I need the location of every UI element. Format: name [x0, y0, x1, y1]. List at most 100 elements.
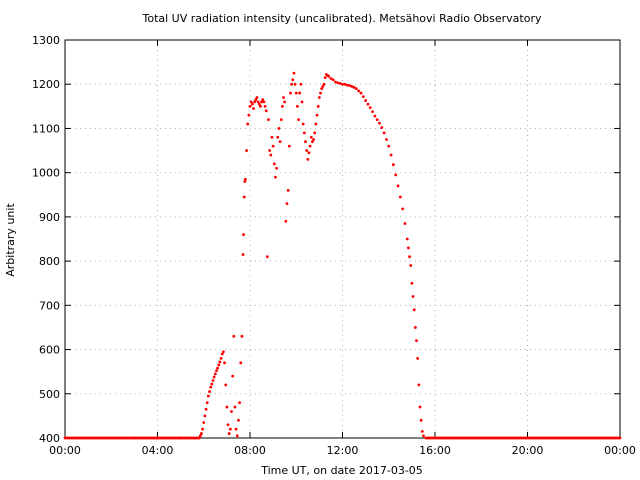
x-tick-label: 08:00: [234, 444, 266, 457]
y-tick-label: 1300: [32, 34, 60, 47]
data-point: [418, 405, 422, 409]
data-point: [215, 369, 218, 373]
data-point: [268, 149, 272, 152]
data-point: [249, 100, 253, 104]
data-point: [415, 339, 418, 343]
y-axis-ticks: 400 500 600 700 800 900 1000 1100 1200 1300: [32, 34, 620, 445]
data-point: [259, 104, 262, 108]
data-point: [292, 71, 296, 75]
data-point: [352, 85, 356, 89]
data-point: [306, 158, 310, 161]
data-point: [387, 144, 391, 148]
data-point: [208, 390, 211, 393]
data-point: [223, 361, 226, 365]
data-point: [345, 83, 349, 87]
data-point: [389, 153, 393, 157]
data-point: [289, 91, 292, 95]
data-point: [320, 87, 324, 91]
data-point: [261, 98, 265, 102]
data-point: [226, 423, 230, 427]
data-point: [219, 357, 223, 360]
data-point: [277, 127, 281, 130]
data-point: [243, 180, 247, 183]
y-tick-label: 1100: [32, 122, 60, 135]
data-point: [302, 131, 306, 135]
data-point: [420, 429, 424, 433]
y-tick-label: 500: [39, 388, 60, 401]
data-point: [206, 394, 210, 398]
data-point: [239, 361, 243, 365]
data-point: [354, 87, 358, 91]
data-point: [385, 138, 388, 141]
data-point: [313, 131, 317, 135]
data-point: [241, 253, 245, 256]
data-point: [304, 140, 307, 144]
data-point: [243, 177, 247, 181]
x-tick-label: 00:00: [49, 444, 81, 457]
data-point: [391, 163, 395, 167]
data-point: [350, 85, 354, 88]
data-point: [233, 405, 237, 409]
data-point: [378, 121, 381, 125]
data-point: [405, 237, 409, 241]
data-point: [213, 372, 217, 376]
data-point: [264, 109, 268, 113]
data-point: [294, 91, 298, 95]
data-point: [247, 113, 251, 117]
data-point: [256, 100, 260, 104]
data-point: [373, 114, 377, 118]
data-point: [240, 334, 244, 338]
data-point: [307, 151, 311, 155]
x-tick-label: 12:00: [327, 444, 359, 457]
data-point: [285, 202, 289, 206]
data-point: [218, 360, 222, 364]
data-point: [380, 126, 384, 129]
data-point: [315, 113, 319, 117]
data-point: [210, 382, 214, 386]
data-point: [225, 405, 229, 409]
data-points: [63, 71, 622, 440]
data-point: [368, 106, 372, 110]
data-point: [211, 379, 215, 382]
data-point: [375, 118, 379, 121]
y-tick-label: 1000: [32, 167, 60, 180]
data-point: [312, 138, 315, 141]
data-point: [203, 414, 207, 418]
data-point: [282, 96, 285, 99]
data-point: [238, 401, 241, 405]
data-point: [348, 84, 351, 87]
data-point: [231, 374, 235, 378]
data-point: [201, 427, 204, 431]
x-axis-label: Time UT, on date 2017-03-05: [260, 464, 423, 477]
data-point: [293, 82, 297, 86]
data-point: [334, 80, 337, 84]
data-point: [284, 219, 288, 223]
data-point: [232, 334, 236, 338]
data-point: [309, 135, 313, 139]
data-point: [254, 98, 258, 102]
data-point: [280, 104, 284, 108]
data-point: [417, 383, 421, 387]
data-point: [252, 107, 255, 110]
data-point: [394, 173, 398, 177]
data-point: [245, 149, 248, 152]
data-point: [279, 118, 283, 121]
data-point: [301, 122, 305, 126]
data-point: [234, 427, 238, 431]
data-point: [419, 418, 423, 422]
data-point: [209, 385, 213, 389]
data-point: [248, 104, 252, 108]
data-point: [314, 122, 318, 126]
chart-title: Total UV radiation intensity (uncalibrat…: [142, 12, 542, 25]
data-point: [308, 144, 312, 148]
data-point: [287, 144, 291, 148]
data-point: [242, 233, 245, 236]
y-axis-label: Arbitrary unit: [4, 203, 17, 277]
data-point: [410, 281, 414, 285]
data-point: [290, 82, 294, 86]
data-point: [411, 295, 415, 298]
x-tick-label: 04:00: [142, 444, 174, 457]
data-point: [317, 96, 321, 99]
y-tick-label: 400: [39, 432, 60, 445]
data-point: [408, 255, 411, 259]
